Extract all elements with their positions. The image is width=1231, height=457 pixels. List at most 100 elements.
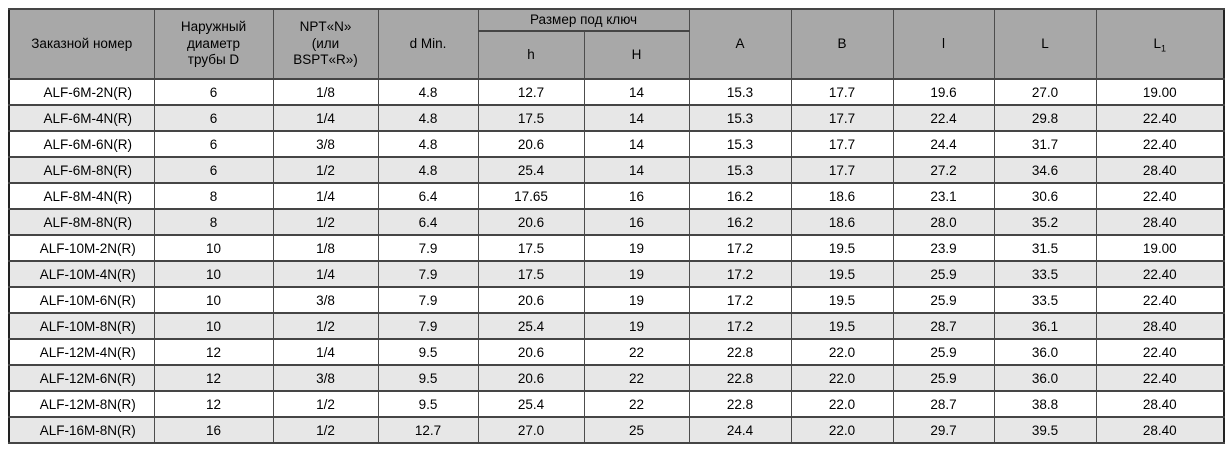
value-cell: 1/2 xyxy=(272,416,379,444)
value-cell: 14 xyxy=(583,130,690,158)
value-cell: 16 xyxy=(583,208,690,236)
value-cell: 4.8 xyxy=(377,130,479,158)
col-header-l1: L1 xyxy=(1095,8,1225,80)
value-cell: 1/4 xyxy=(272,182,379,210)
value-cell: 22.0 xyxy=(790,390,894,418)
value-cell: 33.5 xyxy=(993,286,1097,314)
value-cell: 1/8 xyxy=(272,78,379,106)
col-header-h-lower: h xyxy=(477,30,585,80)
value-cell: 19.5 xyxy=(790,286,894,314)
value-cell: 4.8 xyxy=(377,156,479,184)
table-row: ALF-8M-4N(R) 8 1/4 6.4 17.65 16 16.2 18.6 23.1 30… xyxy=(8,182,1225,210)
col-header-b: B xyxy=(790,8,894,80)
order-number-cell: ALF-6M-2N(R) xyxy=(8,78,155,106)
value-cell: 27.2 xyxy=(892,156,995,184)
value-cell: 28.40 xyxy=(1095,156,1225,184)
specs-table-body: ALF-6M-2N(R) 6 1/8 4.8 12.7 14 15.3 17.7 19.6 27.… xyxy=(8,78,1225,444)
value-cell: 10 xyxy=(153,234,274,262)
value-cell: 27.0 xyxy=(993,78,1097,106)
value-cell: 22.8 xyxy=(688,338,792,366)
value-cell: 6 xyxy=(153,156,274,184)
value-cell: 22 xyxy=(583,390,690,418)
value-cell: 14 xyxy=(583,156,690,184)
value-cell: 25.4 xyxy=(477,390,585,418)
value-cell: 36.1 xyxy=(993,312,1097,340)
value-cell: 17.5 xyxy=(477,260,585,288)
order-number-cell: ALF-8M-8N(R) xyxy=(8,208,155,236)
order-number-cell: ALF-16M-8N(R) xyxy=(8,416,155,444)
value-cell: 22 xyxy=(583,338,690,366)
table-row: ALF-8M-8N(R) 8 1/2 6.4 20.6 16 16.2 18.6 28.0 35.… xyxy=(8,208,1225,236)
value-cell: 28.0 xyxy=(892,208,995,236)
value-cell: 8 xyxy=(153,208,274,236)
value-cell: 3/8 xyxy=(272,130,379,158)
value-cell: 22.8 xyxy=(688,390,792,418)
value-cell: 6 xyxy=(153,104,274,132)
table-row: ALF-12M-4N(R) 12 1/4 9.5 20.6 22 22.8 22.0 25.9 3… xyxy=(8,338,1225,366)
col-header-order-number: Заказной номер xyxy=(8,8,155,80)
order-number-cell: ALF-6M-4N(R) xyxy=(8,104,155,132)
value-cell: 25.4 xyxy=(477,312,585,340)
value-cell: 25.4 xyxy=(477,156,585,184)
order-number-cell: ALF-6M-8N(R) xyxy=(8,156,155,184)
order-number-cell: ALF-12M-6N(R) xyxy=(8,364,155,392)
order-number-cell: ALF-10M-8N(R) xyxy=(8,312,155,340)
value-cell: 17.65 xyxy=(477,182,585,210)
value-cell: 12 xyxy=(153,390,274,418)
value-cell: 9.5 xyxy=(377,338,479,366)
value-cell: 30.6 xyxy=(993,182,1097,210)
value-cell: 19 xyxy=(583,286,690,314)
table-header: Заказной номер Наружный диаметр трубы D … xyxy=(8,8,1225,80)
order-number-cell: ALF-6M-6N(R) xyxy=(8,130,155,158)
value-cell: 31.7 xyxy=(993,130,1097,158)
col-header-d-min: d Min. xyxy=(377,8,479,80)
value-cell: 9.5 xyxy=(377,390,479,418)
value-cell: 34.6 xyxy=(993,156,1097,184)
value-cell: 18.6 xyxy=(790,182,894,210)
value-cell: 20.6 xyxy=(477,364,585,392)
value-cell: 20.6 xyxy=(477,338,585,366)
table-row: ALF-16M-8N(R) 16 1/2 12.7 27.0 25 24.4 22.0 29.7… xyxy=(8,416,1225,444)
value-cell: 22.40 xyxy=(1095,104,1225,132)
table-row: ALF-6M-8N(R) 6 1/2 4.8 25.4 14 15.3 17.7 27.2 34.… xyxy=(8,156,1225,184)
value-cell: 1/2 xyxy=(272,390,379,418)
value-cell: 19.6 xyxy=(892,78,995,106)
table-row: ALF-6M-6N(R) 6 3/8 4.8 20.6 14 15.3 17.7 24.4 31.… xyxy=(8,130,1225,158)
value-cell: 25.9 xyxy=(892,286,995,314)
value-cell: 29.8 xyxy=(993,104,1097,132)
value-cell: 10 xyxy=(153,260,274,288)
value-cell: 14 xyxy=(583,104,690,132)
header-row-top: Заказной номер Наружный диаметр трубы D … xyxy=(8,8,1225,80)
value-cell: 12.7 xyxy=(377,416,479,444)
value-cell: 1/2 xyxy=(272,208,379,236)
value-cell: 4.8 xyxy=(377,78,479,106)
value-cell: 36.0 xyxy=(993,338,1097,366)
value-cell: 1/4 xyxy=(272,338,379,366)
value-cell: 19.00 xyxy=(1095,78,1225,106)
value-cell: 17.7 xyxy=(790,78,894,106)
value-cell: 31.5 xyxy=(993,234,1097,262)
col-header-h-upper: H xyxy=(583,30,690,80)
col-header-outer-diameter: Наружный диаметр трубы D xyxy=(153,8,274,80)
value-cell: 16 xyxy=(583,182,690,210)
value-cell: 19 xyxy=(583,312,690,340)
value-cell: 27.0 xyxy=(477,416,585,444)
value-cell: 3/8 xyxy=(272,286,379,314)
value-cell: 39.5 xyxy=(993,416,1097,444)
value-cell: 25.9 xyxy=(892,364,995,392)
value-cell: 7.9 xyxy=(377,234,479,262)
value-cell: 24.4 xyxy=(892,130,995,158)
value-cell: 6 xyxy=(153,130,274,158)
value-cell: 6.4 xyxy=(377,208,479,236)
value-cell: 17.7 xyxy=(790,156,894,184)
value-cell: 17.2 xyxy=(688,260,792,288)
value-cell: 35.2 xyxy=(993,208,1097,236)
value-cell: 17.2 xyxy=(688,286,792,314)
value-cell: 22.40 xyxy=(1095,286,1225,314)
order-number-cell: ALF-12M-4N(R) xyxy=(8,338,155,366)
value-cell: 17.5 xyxy=(477,234,585,262)
value-cell: 22.40 xyxy=(1095,130,1225,158)
value-cell: 22.40 xyxy=(1095,338,1225,366)
value-cell: 1/4 xyxy=(272,260,379,288)
